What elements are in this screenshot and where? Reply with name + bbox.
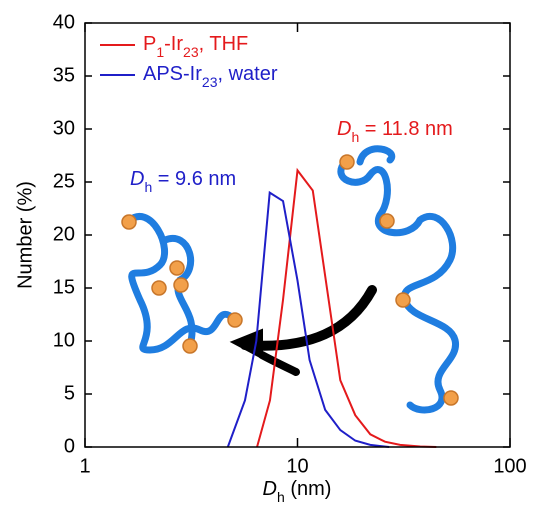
x-tick-label: 10 xyxy=(286,455,308,477)
illustration xyxy=(121,145,459,414)
y-tick-label: 5 xyxy=(64,382,75,404)
y-tick-label: 35 xyxy=(53,64,75,86)
annotation: Dh = 11.8 nm xyxy=(337,118,453,144)
y-axis-label: Number (%) xyxy=(14,181,36,289)
frame xyxy=(84,22,511,448)
y-tick-label: 20 xyxy=(53,223,75,245)
x-axis-label: Dh (nm) xyxy=(263,478,332,504)
x-tick-label: 100 xyxy=(493,455,526,477)
legend-label: P1-Ir23, THF xyxy=(143,33,248,59)
y-tick-label: 0 xyxy=(64,435,75,457)
legend-label: APS-Ir23, water xyxy=(143,63,278,89)
series-line xyxy=(226,190,390,448)
annotation: Dh = 9.6 nm xyxy=(130,168,236,194)
plot: 0 5 10 15 20 25 30 35 40 1 10 100 P1-Ir23, THF APS-Ir… xyxy=(53,11,527,477)
y-tick-label: 15 xyxy=(53,276,75,298)
y-tick-label: 25 xyxy=(53,170,75,192)
y-tick-label: 10 xyxy=(53,329,75,351)
y-tick-label: 30 xyxy=(53,117,75,139)
x-tick-label: 1 xyxy=(79,455,90,477)
series-line xyxy=(256,167,437,448)
y-tick-label: 40 xyxy=(53,11,75,33)
